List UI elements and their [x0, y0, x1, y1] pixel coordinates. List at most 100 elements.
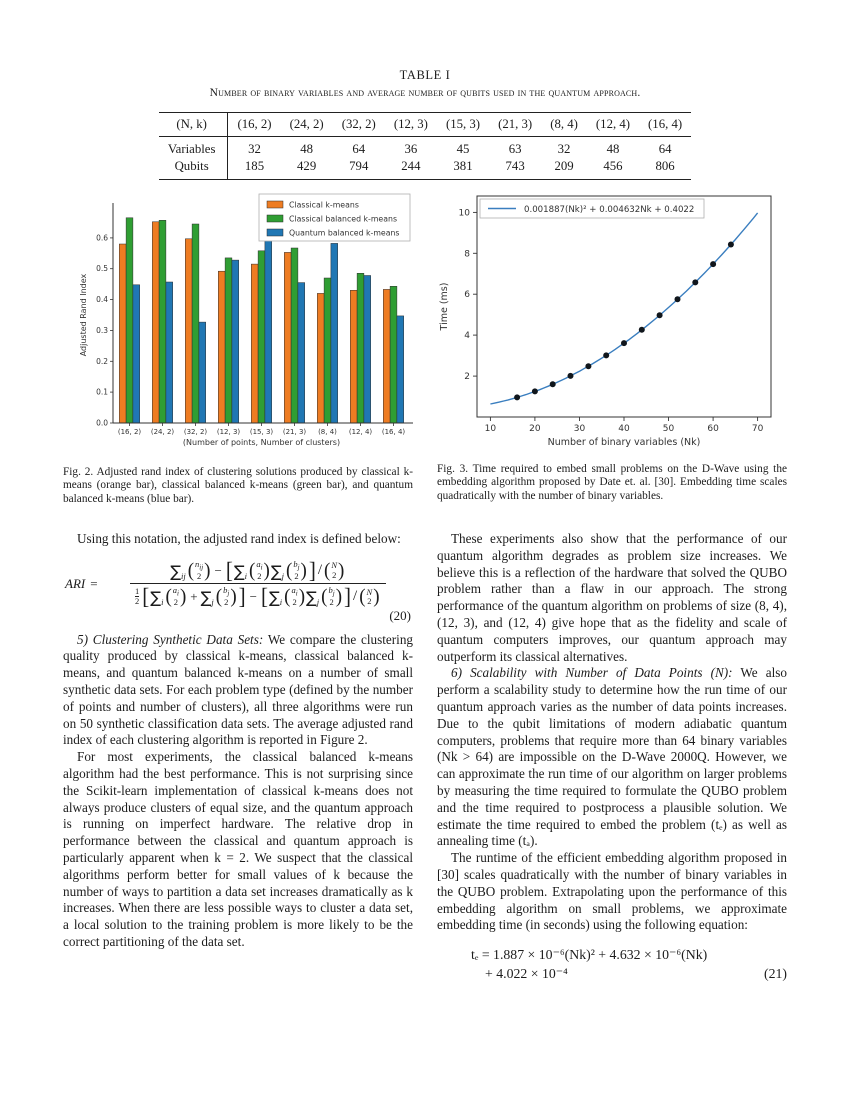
svg-text:Quantum balanced k-means: Quantum balanced k-means: [289, 229, 400, 238]
right-paragraph-1: These experiments also show that the per…: [437, 531, 787, 664]
legend: 0.001887(Nk)² + 0.004632Nk + 0.4022: [479, 198, 705, 219]
table-cell: 806: [655, 159, 675, 173]
table-cell: 381: [453, 159, 473, 173]
y-axis: 2 4 6 8 10 Time (ms): [439, 208, 477, 382]
svg-text:50: 50: [663, 424, 675, 434]
intro-paragraph: Using this notation, the adjusted rand i…: [77, 531, 401, 546]
table-cell: 64: [658, 142, 672, 156]
section5-heading: 5) Clustering Synthetic Data Sets:: [77, 631, 264, 647]
svg-text:2: 2: [464, 372, 470, 382]
table1: (N, k) (16, 2) (24, 2) (32, 2) (12, 3) (15, 3…: [158, 112, 692, 180]
svg-text:(16, 4): (16, 4): [382, 428, 406, 436]
x-axis: (16, 2) (24, 2) (32, 2) (12, 3) (15, 3) (21, …: [113, 422, 413, 447]
fit-curve: [490, 212, 759, 405]
fig2-caption: Fig. 2. Adjusted rand index of clusterin…: [63, 466, 413, 505]
table-cell: 456: [603, 159, 623, 173]
table-header-cell: (16, 2): [237, 117, 272, 131]
svg-text:(12, 4): (12, 4): [349, 428, 373, 436]
table1-section: TABLE I Number of binary variables and a…: [0, 68, 850, 180]
x-axis: 10 20 30 40 50 60 70 Number of binary variables…: [485, 417, 764, 448]
table-header-cell: (12, 3): [393, 117, 428, 131]
equation-21-line2: (21) + 4.022 × 10⁻⁴: [485, 966, 787, 982]
svg-text:0.3: 0.3: [96, 326, 108, 335]
section5-text: We compare the clustering quality produc…: [63, 631, 414, 748]
eq20-fraction: ∑ ij(nij 2) −[∑ i(ai 2) ∑ j(bj 2)] /(N 2) 1 2[∑ i(ai 2…: [130, 558, 386, 608]
fig2-bar-chart: 0.0 0.1 0.2 0.3 0.4 0.5 0.6 Adjusted Rand Index…: [75, 193, 415, 461]
svg-text:8: 8: [464, 249, 470, 259]
eq20-number: (20): [389, 607, 411, 623]
y-axis: 0.0 0.1 0.2 0.3 0.4 0.5 0.6 Adjusted Rand Index: [79, 203, 114, 428]
right-column: These experiments also show that the per…: [437, 531, 787, 982]
y-axis-label: Adjusted Rand Index: [79, 273, 88, 356]
equation-21: tₑ = 1.887 × 10⁻⁶(Nk)² + 4.632 × 10⁻⁶(Nk…: [437, 947, 787, 982]
svg-text:20: 20: [529, 424, 541, 434]
section6-paragraph: 6) Scalability with Number of Data Point…: [437, 665, 787, 850]
left-column: Using this notation, the adjusted rand i…: [63, 531, 413, 951]
table-header-cell: (32, 2): [341, 117, 376, 131]
table-header-cell: (21, 3): [498, 117, 533, 131]
table-cell: 185: [244, 159, 265, 173]
svg-text:0.6: 0.6: [96, 233, 108, 242]
svg-text:(15, 3): (15, 3): [250, 428, 274, 436]
bars-series-1: [125, 217, 398, 424]
table-header-cell: (12, 4): [595, 117, 631, 131]
table-header-cell: (16, 4): [648, 117, 683, 131]
svg-text:(8, 4): (8, 4): [318, 428, 337, 436]
table-cell: 63: [508, 142, 522, 156]
table-cell: 48: [300, 142, 314, 156]
svg-text:0.5: 0.5: [96, 264, 108, 273]
data-points: [514, 241, 734, 401]
table-cell: 429: [297, 159, 317, 173]
table-header-cell: (15, 3): [445, 117, 481, 131]
svg-text:6: 6: [464, 290, 470, 300]
svg-text:0.2: 0.2: [96, 357, 108, 366]
svg-text:0.0: 0.0: [96, 419, 108, 428]
svg-text:10: 10: [459, 208, 471, 218]
table-row: Qubits 185 429 794 244 381 743 209 456 806: [158, 158, 692, 180]
table-cell: 64: [352, 142, 366, 156]
table-header-cell: (N, k): [158, 112, 229, 137]
x-axis-label: Number of binary variables (Nk): [548, 437, 701, 448]
svg-text:(12, 3): (12, 3): [217, 428, 241, 436]
svg-text:4: 4: [464, 331, 470, 341]
fig2-svg: 0.0 0.1 0.2 0.3 0.4 0.5 0.6 Adjusted Rand Index…: [79, 193, 413, 447]
left-paragraph-2: For most experiments, the classical bala…: [63, 749, 413, 949]
table-cell: 209: [554, 159, 574, 173]
svg-text:0.1: 0.1: [96, 388, 108, 397]
legend: Classical k-means Classical balanced k-me…: [258, 193, 411, 242]
right-paragraph-3: The runtime of the efficient embedding a…: [437, 850, 787, 933]
table-cell: 36: [404, 142, 418, 156]
svg-text:0.4: 0.4: [96, 295, 108, 304]
svg-text:(21, 3): (21, 3): [283, 428, 307, 436]
table-row: Variables 32 48 64 36 45 63 32 48 64: [158, 136, 691, 158]
table-row-label: Qubits: [158, 158, 229, 180]
equation-20: ARI = ∑ ij(nij 2) −[∑ i(ai 2) ∑ j(bj 2)] /(N 2) 1 2[∑ i…: [65, 556, 411, 623]
svg-text:10: 10: [485, 424, 497, 434]
equation-21-line1: tₑ = 1.887 × 10⁻⁶(Nk)² + 4.632 × 10⁻⁶(Nk…: [471, 947, 708, 963]
svg-text:60: 60: [707, 424, 719, 434]
table-header-cell: (8, 4): [550, 117, 578, 131]
table-cell: 743: [505, 159, 525, 173]
fig3-svg: 10 20 30 40 50 60 70 Number of binary variables…: [439, 195, 772, 448]
svg-text:(24, 2): (24, 2): [151, 428, 175, 436]
table1-label: TABLE I: [399, 68, 451, 82]
table-cell: 32: [557, 142, 571, 156]
table-cell: 244: [401, 159, 421, 173]
fig3-caption: Fig. 3. Time required to embed small pro…: [437, 463, 787, 502]
svg-text:Classical k-means: Classical k-means: [289, 201, 359, 210]
table-cell: 45: [456, 142, 470, 156]
section6-heading: 6) Scalability with Number of Data Point…: [451, 665, 733, 681]
table-cell: 32: [248, 142, 261, 156]
eq20-lhs: ARI: [65, 575, 86, 591]
section6-text: We also perform a scalability study to d…: [437, 665, 787, 849]
table-row-label: Variables: [158, 136, 229, 158]
table-header-row: (N, k) (16, 2) (24, 2) (32, 2) (12, 3) (15, 3…: [158, 112, 692, 137]
svg-text:(32, 2): (32, 2): [184, 428, 208, 436]
table-cell: 48: [606, 142, 620, 156]
table1-caption: Number of binary variables and average n…: [209, 86, 641, 99]
y-axis-label: Time (ms): [439, 283, 450, 332]
section5-paragraph: 5) Clustering Synthetic Data Sets: We co…: [63, 632, 413, 750]
svg-text:70: 70: [752, 424, 764, 434]
svg-text:40: 40: [618, 424, 630, 434]
